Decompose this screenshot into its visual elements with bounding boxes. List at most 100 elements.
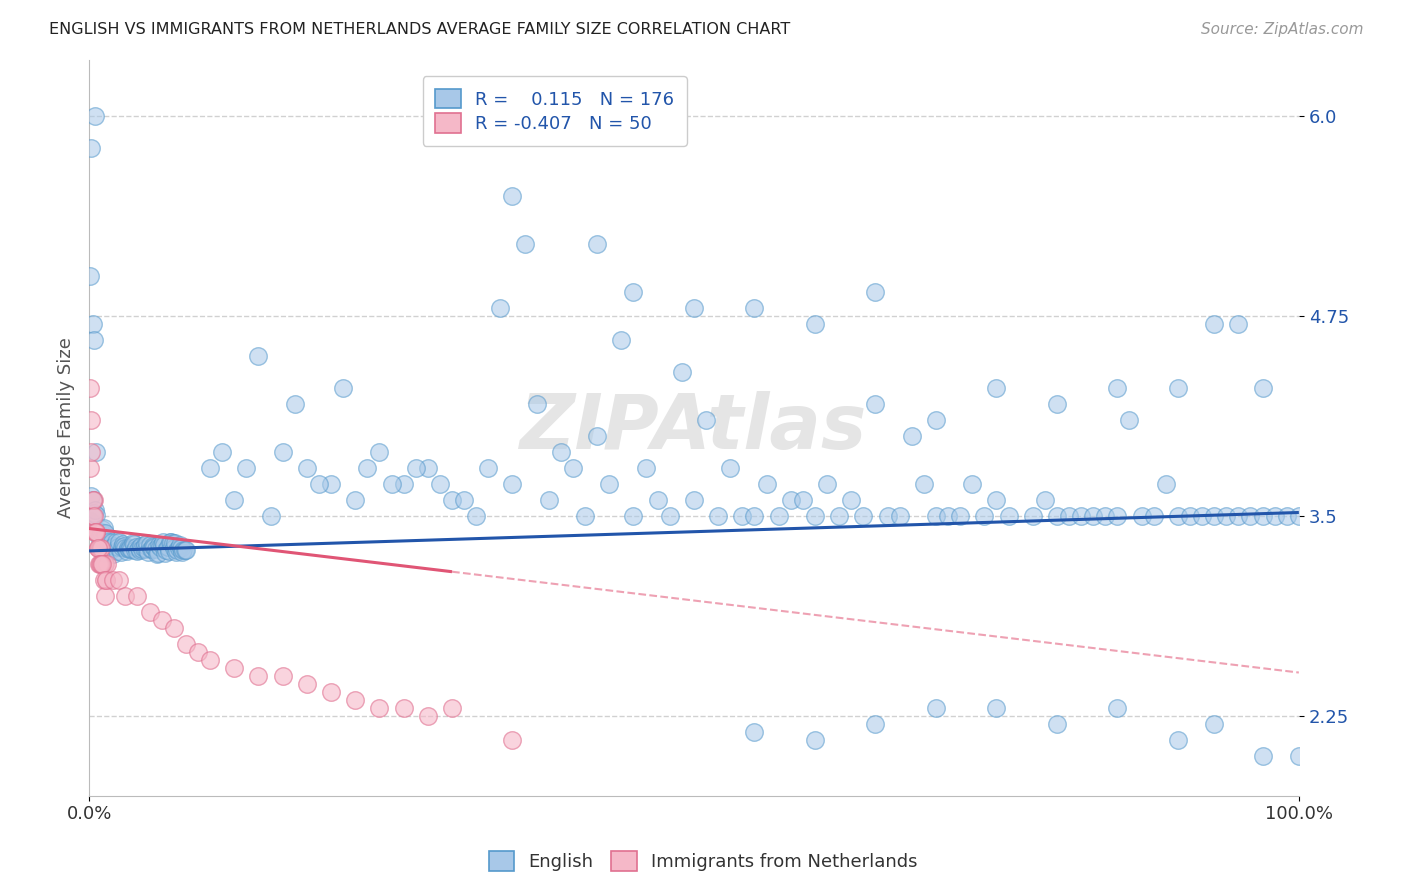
Point	[960, 476, 983, 491]
Point	[1107, 381, 1129, 395]
Point	[440, 492, 463, 507]
Point	[128, 542, 150, 557]
Point	[356, 460, 378, 475]
Point	[779, 492, 801, 507]
Point	[247, 669, 270, 683]
Point	[1204, 508, 1226, 523]
Point	[79, 514, 101, 528]
Point	[83, 506, 105, 520]
Point	[405, 460, 427, 475]
Point	[110, 545, 132, 559]
Point	[107, 540, 129, 554]
Point	[235, 460, 257, 475]
Point	[986, 381, 1008, 395]
Point	[683, 301, 706, 315]
Point	[127, 589, 149, 603]
Point	[94, 546, 117, 560]
Point	[157, 544, 180, 558]
Point	[1251, 748, 1274, 763]
Point	[124, 543, 146, 558]
Point	[623, 285, 645, 299]
Point	[94, 573, 117, 587]
Point	[900, 428, 922, 442]
Point	[308, 476, 330, 491]
Point	[586, 236, 609, 251]
Point	[108, 535, 131, 549]
Point	[271, 444, 294, 458]
Point	[1046, 508, 1069, 523]
Point	[574, 508, 596, 523]
Point	[1204, 716, 1226, 731]
Point	[146, 546, 169, 560]
Point	[90, 541, 112, 555]
Point	[120, 541, 142, 555]
Point	[172, 545, 194, 559]
Point	[82, 493, 104, 508]
Point	[96, 557, 118, 571]
Point	[83, 492, 105, 507]
Point	[1046, 716, 1069, 731]
Point	[86, 508, 108, 523]
Point	[658, 508, 681, 523]
Point	[465, 508, 488, 523]
Point	[86, 524, 108, 539]
Point	[224, 661, 246, 675]
Point	[1070, 508, 1092, 523]
Point	[368, 700, 391, 714]
Point	[792, 492, 814, 507]
Point	[103, 573, 125, 587]
Point	[86, 524, 108, 539]
Point	[1167, 381, 1189, 395]
Point	[319, 684, 342, 698]
Point	[93, 521, 115, 535]
Point	[707, 508, 730, 523]
Point	[172, 542, 194, 557]
Point	[319, 476, 342, 491]
Point	[117, 541, 139, 555]
Point	[271, 669, 294, 683]
Point	[84, 524, 107, 539]
Point	[368, 444, 391, 458]
Point	[127, 543, 149, 558]
Point	[163, 536, 186, 550]
Point	[671, 365, 693, 379]
Point	[1251, 381, 1274, 395]
Point	[150, 538, 173, 552]
Point	[259, 508, 281, 523]
Point	[173, 543, 195, 558]
Point	[865, 285, 887, 299]
Point	[198, 653, 221, 667]
Point	[1288, 508, 1310, 523]
Point	[828, 508, 851, 523]
Point	[683, 492, 706, 507]
Point	[136, 535, 159, 549]
Point	[94, 573, 117, 587]
Legend: R =    0.115   N = 176, R = -0.407   N = 50: R = 0.115 N = 176, R = -0.407 N = 50	[423, 76, 688, 145]
Point	[129, 539, 152, 553]
Point	[1118, 412, 1140, 426]
Point	[332, 381, 354, 395]
Point	[598, 476, 620, 491]
Point	[87, 557, 110, 571]
Point	[1227, 508, 1250, 523]
Point	[80, 140, 103, 154]
Point	[163, 541, 186, 555]
Point	[100, 541, 122, 556]
Point	[526, 397, 548, 411]
Point	[128, 541, 150, 556]
Point	[114, 541, 136, 555]
Point	[1288, 748, 1310, 763]
Point	[90, 557, 112, 571]
Point	[925, 700, 948, 714]
Point	[925, 508, 948, 523]
Point	[145, 541, 167, 556]
Point	[135, 541, 157, 556]
Point	[134, 538, 156, 552]
Point	[84, 502, 107, 516]
Point	[912, 476, 935, 491]
Point	[86, 524, 108, 539]
Point	[997, 508, 1019, 523]
Point	[152, 534, 174, 549]
Point	[98, 544, 121, 558]
Point	[103, 540, 125, 554]
